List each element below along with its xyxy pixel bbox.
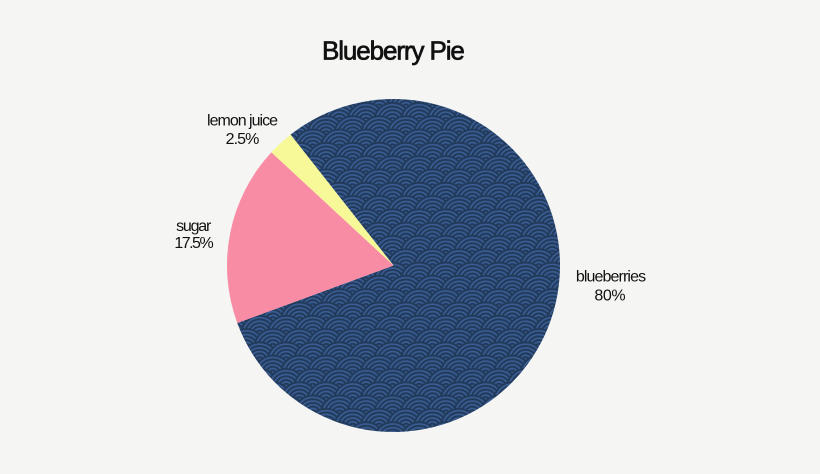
- svg-text:2.5%: 2.5%: [226, 131, 260, 148]
- svg-text:lemon juice: lemon juice: [207, 113, 278, 130]
- svg-text:blueberries: blueberries: [576, 268, 646, 285]
- svg-text:80%: 80%: [594, 288, 625, 305]
- svg-text:Blueberry Pie: Blueberry Pie: [322, 36, 464, 66]
- svg-text:sugar: sugar: [176, 218, 212, 235]
- svg-text:17.5%: 17.5%: [174, 235, 213, 252]
